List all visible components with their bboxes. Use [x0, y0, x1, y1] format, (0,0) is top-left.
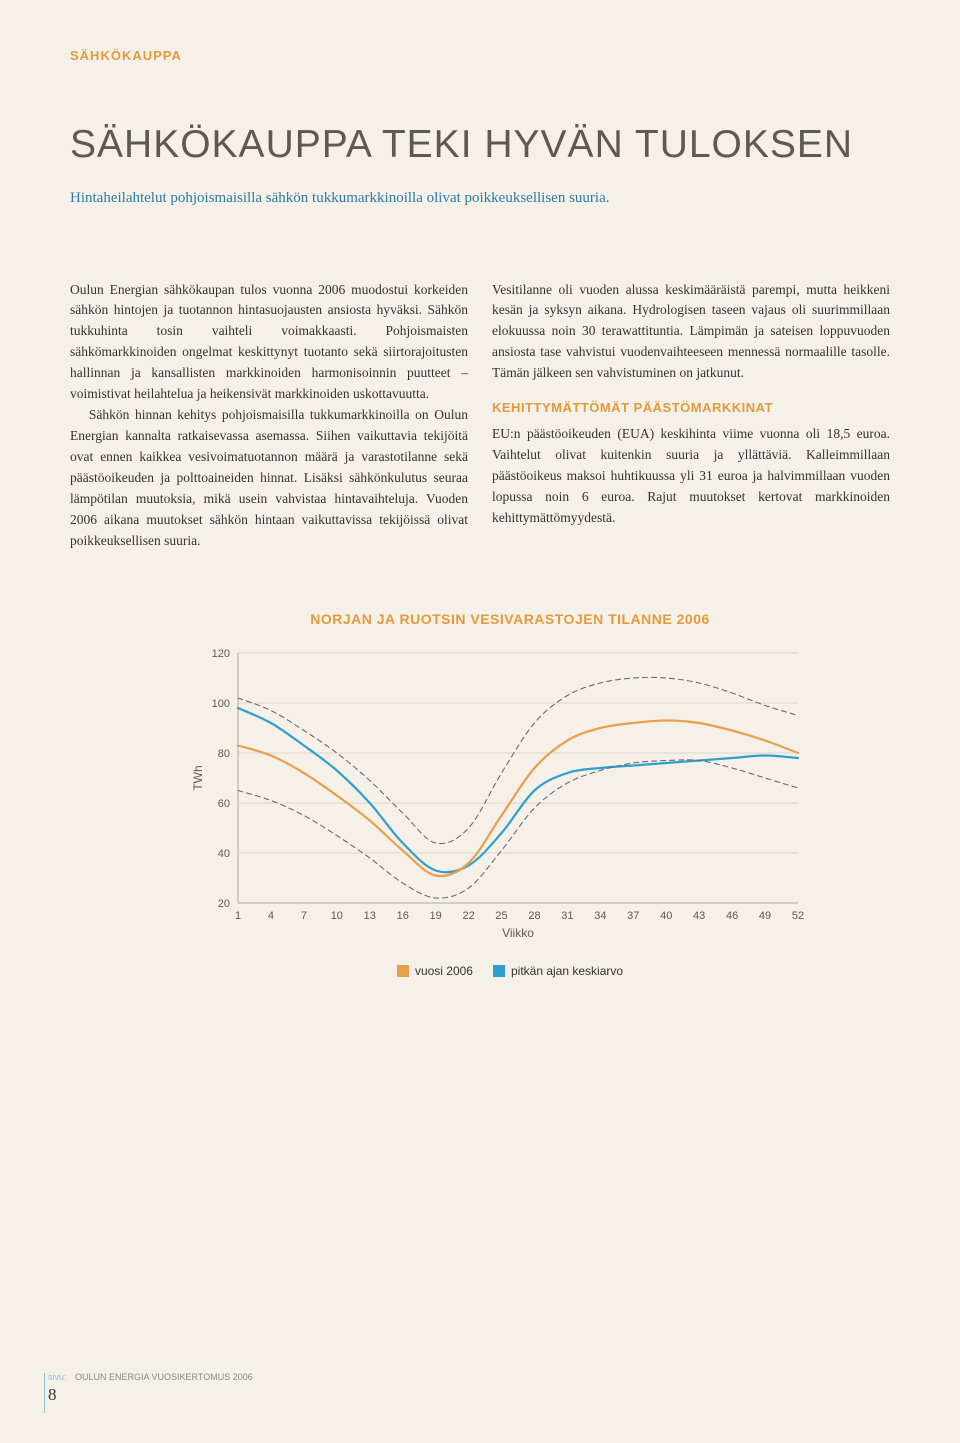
page-number: 8 — [48, 1383, 253, 1407]
column-left: Oulun Energian sähkökaupan tulos vuonna … — [70, 280, 468, 552]
svg-text:43: 43 — [693, 910, 705, 922]
legend-item: vuosi 2006 — [397, 964, 473, 978]
svg-text:120: 120 — [212, 648, 230, 660]
chart-legend: vuosi 2006 pitkän ajan keskiarvo — [190, 964, 830, 980]
doc-name: OULUN ENERGIA VUOSIKERTOMUS 2006 — [75, 1372, 253, 1382]
svg-text:34: 34 — [594, 910, 606, 922]
svg-text:13: 13 — [364, 910, 376, 922]
svg-text:7: 7 — [301, 910, 307, 922]
chart-svg: 20 40 60 80 100 120 1 4 7 10 13 16 19 22 25 28 31 34 37 40 4… — [190, 645, 808, 949]
svg-text:37: 37 — [627, 910, 639, 922]
svg-text:25: 25 — [495, 910, 507, 922]
body-columns: Oulun Energian sähkökaupan tulos vuonna … — [70, 280, 890, 552]
svg-text:80: 80 — [218, 748, 230, 760]
svg-text:46: 46 — [726, 910, 738, 922]
paragraph: EU:n päästöoikeuden (EUA) keskihinta vii… — [492, 424, 890, 529]
footer-rule — [44, 1373, 45, 1413]
legend-item: pitkän ajan keskiarvo — [493, 964, 623, 978]
legend-label: pitkän ajan keskiarvo — [511, 964, 623, 978]
svg-text:1: 1 — [235, 910, 241, 922]
svg-text:49: 49 — [759, 910, 771, 922]
page-footer: sivu: OULUN ENERGIA VUOSIKERTOMUS 2006 8 — [48, 1371, 253, 1407]
svg-text:22: 22 — [462, 910, 474, 922]
svg-text:40: 40 — [660, 910, 672, 922]
legend-swatch — [397, 965, 409, 977]
svg-text:60: 60 — [218, 798, 230, 810]
subtitle: Hintaheilahtelut pohjoismaisilla sähkön … — [70, 187, 670, 210]
subheading: KEHITTYMÄTTÖMÄT PÄÄSTÖMARKKINAT — [492, 398, 890, 418]
svg-text:19: 19 — [430, 910, 442, 922]
legend-swatch — [493, 965, 505, 977]
svg-text:4: 4 — [268, 910, 274, 922]
svg-text:28: 28 — [528, 910, 540, 922]
svg-text:100: 100 — [212, 698, 230, 710]
page-label: sivu: — [48, 1372, 67, 1382]
paragraph: Sähkön hinnan kehitys pohjoismaisilla tu… — [70, 405, 468, 551]
paragraph: Vesitilanne oli vuoden alussa keskimäärä… — [492, 280, 890, 385]
svg-text:40: 40 — [218, 848, 230, 860]
svg-text:20: 20 — [218, 898, 230, 910]
column-right: Vesitilanne oli vuoden alussa keskimäärä… — [492, 280, 890, 552]
chart-title: NORJAN JA RUOTSIN VESIVARASTOJEN TILANNE… — [190, 611, 830, 627]
chart-container: NORJAN JA RUOTSIN VESIVARASTOJEN TILANNE… — [190, 611, 830, 980]
svg-text:31: 31 — [561, 910, 573, 922]
page-title: SÄHKÖKAUPPA TEKI HYVÄN TULOKSEN — [70, 123, 890, 167]
svg-text:16: 16 — [397, 910, 409, 922]
paragraph: Oulun Energian sähkökaupan tulos vuonna … — [70, 280, 468, 406]
svg-text:TWh: TWh — [191, 766, 205, 791]
section-label: SÄHKÖKAUPPA — [70, 48, 890, 63]
page: SÄHKÖKAUPPA SÄHKÖKAUPPA TEKI HYVÄN TULOK… — [0, 0, 960, 1443]
chart: 20 40 60 80 100 120 1 4 7 10 13 16 19 22 25 28 31 34 37 40 4… — [190, 645, 830, 954]
svg-text:10: 10 — [331, 910, 343, 922]
svg-text:52: 52 — [792, 910, 804, 922]
legend-label: vuosi 2006 — [415, 964, 473, 978]
svg-text:Viikko: Viikko — [502, 926, 534, 940]
